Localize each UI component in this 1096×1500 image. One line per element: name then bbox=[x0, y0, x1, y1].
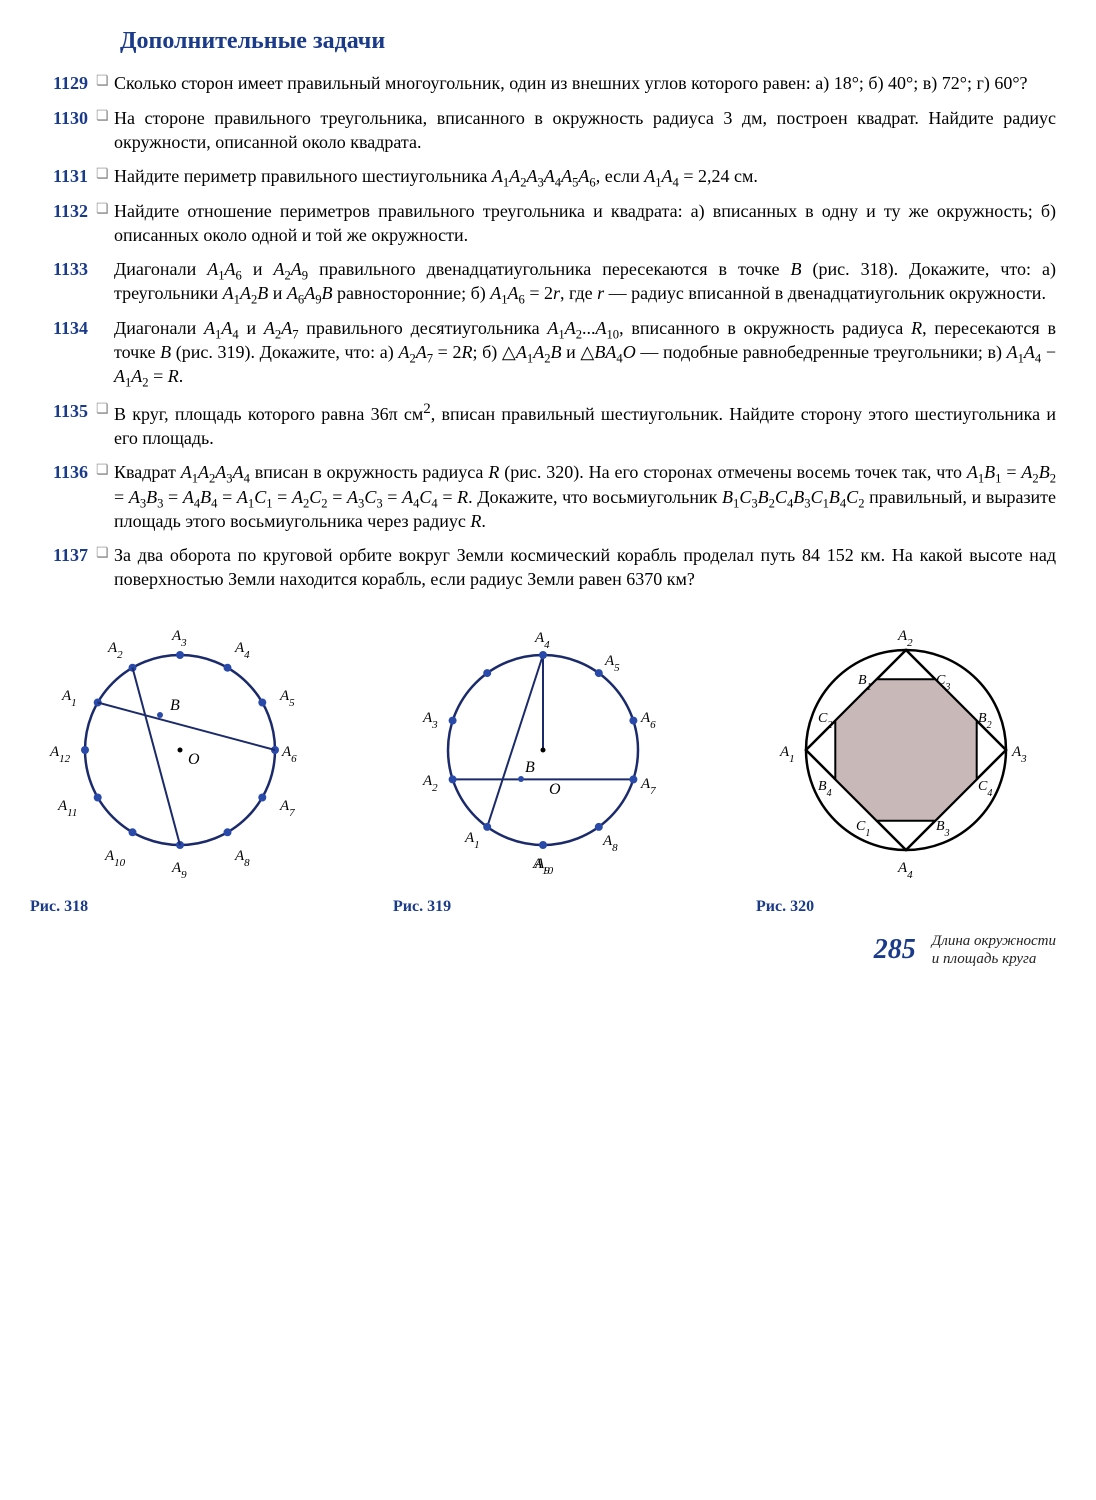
problem-number: 1134 bbox=[30, 316, 96, 389]
svg-text:O: O bbox=[188, 751, 200, 768]
checkbox-icon: ❏ bbox=[96, 543, 114, 592]
figure-320: A1 A2 A3 A4 B1 C2 C3 B2 C4 B3 C1 B4 Рис.… bbox=[756, 610, 1056, 918]
svg-text:A10: A10 bbox=[104, 848, 126, 869]
checkbox-icon: ❏ bbox=[96, 71, 114, 95]
problem-1129: 1129 ❏ Сколько сторон имеет правильный м… bbox=[30, 71, 1056, 95]
svg-text:A1: A1 bbox=[464, 830, 480, 851]
svg-text:B4: B4 bbox=[818, 779, 832, 799]
svg-text:A2: A2 bbox=[897, 628, 913, 649]
section-title: Дополнительные задачи bbox=[120, 25, 1056, 57]
svg-text:A4: A4 bbox=[234, 640, 250, 661]
figure-label: Рис. 319 bbox=[393, 896, 693, 918]
problem-1132: 1132 ❏ Найдите отношение периметров прав… bbox=[30, 199, 1056, 248]
checkbox-icon bbox=[96, 316, 114, 389]
problem-text: За два оборота по круговой орбите вокруг… bbox=[114, 543, 1056, 592]
problem-text: Диагонали A1A4 и A2A7 правильного десяти… bbox=[114, 316, 1056, 389]
svg-text:A11: A11 bbox=[57, 798, 77, 819]
checkbox-icon: ❏ bbox=[96, 106, 114, 155]
svg-text:A1: A1 bbox=[61, 688, 77, 709]
svg-text:B: B bbox=[170, 697, 180, 714]
footer-chapter: Длина окружности и площадь круга bbox=[932, 932, 1056, 968]
checkbox-icon bbox=[96, 257, 114, 306]
svg-text:A4: A4 bbox=[534, 630, 550, 651]
checkbox-icon: ❏ bbox=[96, 460, 114, 533]
page-footer: 285 Длина окружности и площадь круга bbox=[30, 931, 1056, 969]
svg-text:A9: A9 bbox=[171, 860, 187, 881]
svg-text:A3: A3 bbox=[171, 628, 187, 649]
problem-number: 1130 bbox=[30, 106, 96, 155]
problem-number: 1132 bbox=[30, 199, 96, 248]
svg-text:A6: A6 bbox=[640, 710, 656, 731]
problem-text: Найдите периметр правильного шестиугольн… bbox=[114, 164, 1056, 188]
svg-text:A2: A2 bbox=[422, 773, 438, 794]
svg-text:C1: C1 bbox=[856, 819, 870, 839]
problem-number: 1136 bbox=[30, 460, 96, 533]
problem-text: Диагонали A1A6 и A2A9 правильного двенад… bbox=[114, 257, 1056, 306]
svg-text:A7: A7 bbox=[279, 798, 295, 819]
svg-text:A6: A6 bbox=[281, 744, 297, 765]
svg-text:B: B bbox=[525, 759, 535, 776]
figure-label: Рис. 318 bbox=[30, 896, 330, 918]
problem-text: Квадрат A1A2A3A4 вписан в окружность рад… bbox=[114, 460, 1056, 533]
svg-text:C4: C4 bbox=[978, 779, 992, 799]
svg-text:A1: A1 bbox=[779, 744, 795, 765]
problem-1136: 1136 ❏ Квадрат A1A2A3A4 вписан в окружно… bbox=[30, 460, 1056, 533]
problem-number: 1137 bbox=[30, 543, 96, 592]
svg-text:A5: A5 bbox=[604, 653, 620, 674]
checkbox-icon: ❏ bbox=[96, 164, 114, 188]
svg-text:A12: A12 bbox=[49, 744, 71, 765]
checkbox-icon: ❏ bbox=[96, 399, 114, 451]
problem-number: 1135 bbox=[30, 399, 96, 451]
svg-text:A4: A4 bbox=[897, 860, 913, 881]
svg-text:A5: A5 bbox=[279, 688, 295, 709]
svg-text:A8: A8 bbox=[602, 833, 618, 854]
svg-text:A7: A7 bbox=[640, 776, 656, 797]
problem-1130: 1130 ❏ На стороне правильного треугольни… bbox=[30, 106, 1056, 155]
problem-number: 1129 bbox=[30, 71, 96, 95]
svg-text:A2: A2 bbox=[107, 640, 123, 661]
problem-1134: 1134 Диагонали A1A4 и A2A7 правильного д… bbox=[30, 316, 1056, 389]
problem-1137: 1137 ❏ За два оборота по круговой орбите… bbox=[30, 543, 1056, 592]
page-number: 285 bbox=[874, 931, 916, 969]
problem-text: Сколько сторон имеет правильный многоуго… bbox=[114, 71, 1056, 95]
problem-number: 1133 bbox=[30, 257, 96, 306]
problem-number: 1131 bbox=[30, 164, 96, 188]
figure-319: B O A1 A2 A3 A4 A5 A6 A7 A8 A bbox=[393, 610, 693, 918]
svg-text:A3: A3 bbox=[1011, 744, 1027, 765]
figure-318: B O A1 A2 A3 A4 A5 A6 A7 A8 A9 A10 A11 A… bbox=[30, 610, 330, 918]
checkbox-icon: ❏ bbox=[96, 199, 114, 248]
problem-text: В круг, площадь которого равна 36π см2, … bbox=[114, 399, 1056, 451]
svg-text:O: O bbox=[549, 781, 561, 798]
problem-1135: 1135 ❏ В круг, площадь которого равна 36… bbox=[30, 399, 1056, 451]
svg-text:A8: A8 bbox=[234, 848, 250, 869]
problem-1131: 1131 ❏ Найдите периметр правильного шест… bbox=[30, 164, 1056, 188]
figure-label: Рис. 320 bbox=[756, 896, 1056, 918]
figures-row: B O A1 A2 A3 A4 A5 A6 A7 A8 A9 A10 A11 A… bbox=[30, 610, 1056, 918]
svg-text:B3: B3 bbox=[936, 819, 950, 839]
svg-text:A3: A3 bbox=[422, 710, 438, 731]
problem-text: На стороне правильного треугольника, впи… bbox=[114, 106, 1056, 155]
problem-1133: 1133 Диагонали A1A6 и A2A9 правильного д… bbox=[30, 257, 1056, 306]
svg-text:C2: C2 bbox=[818, 711, 832, 731]
problem-text: Найдите отношение периметров правильного… bbox=[114, 199, 1056, 248]
